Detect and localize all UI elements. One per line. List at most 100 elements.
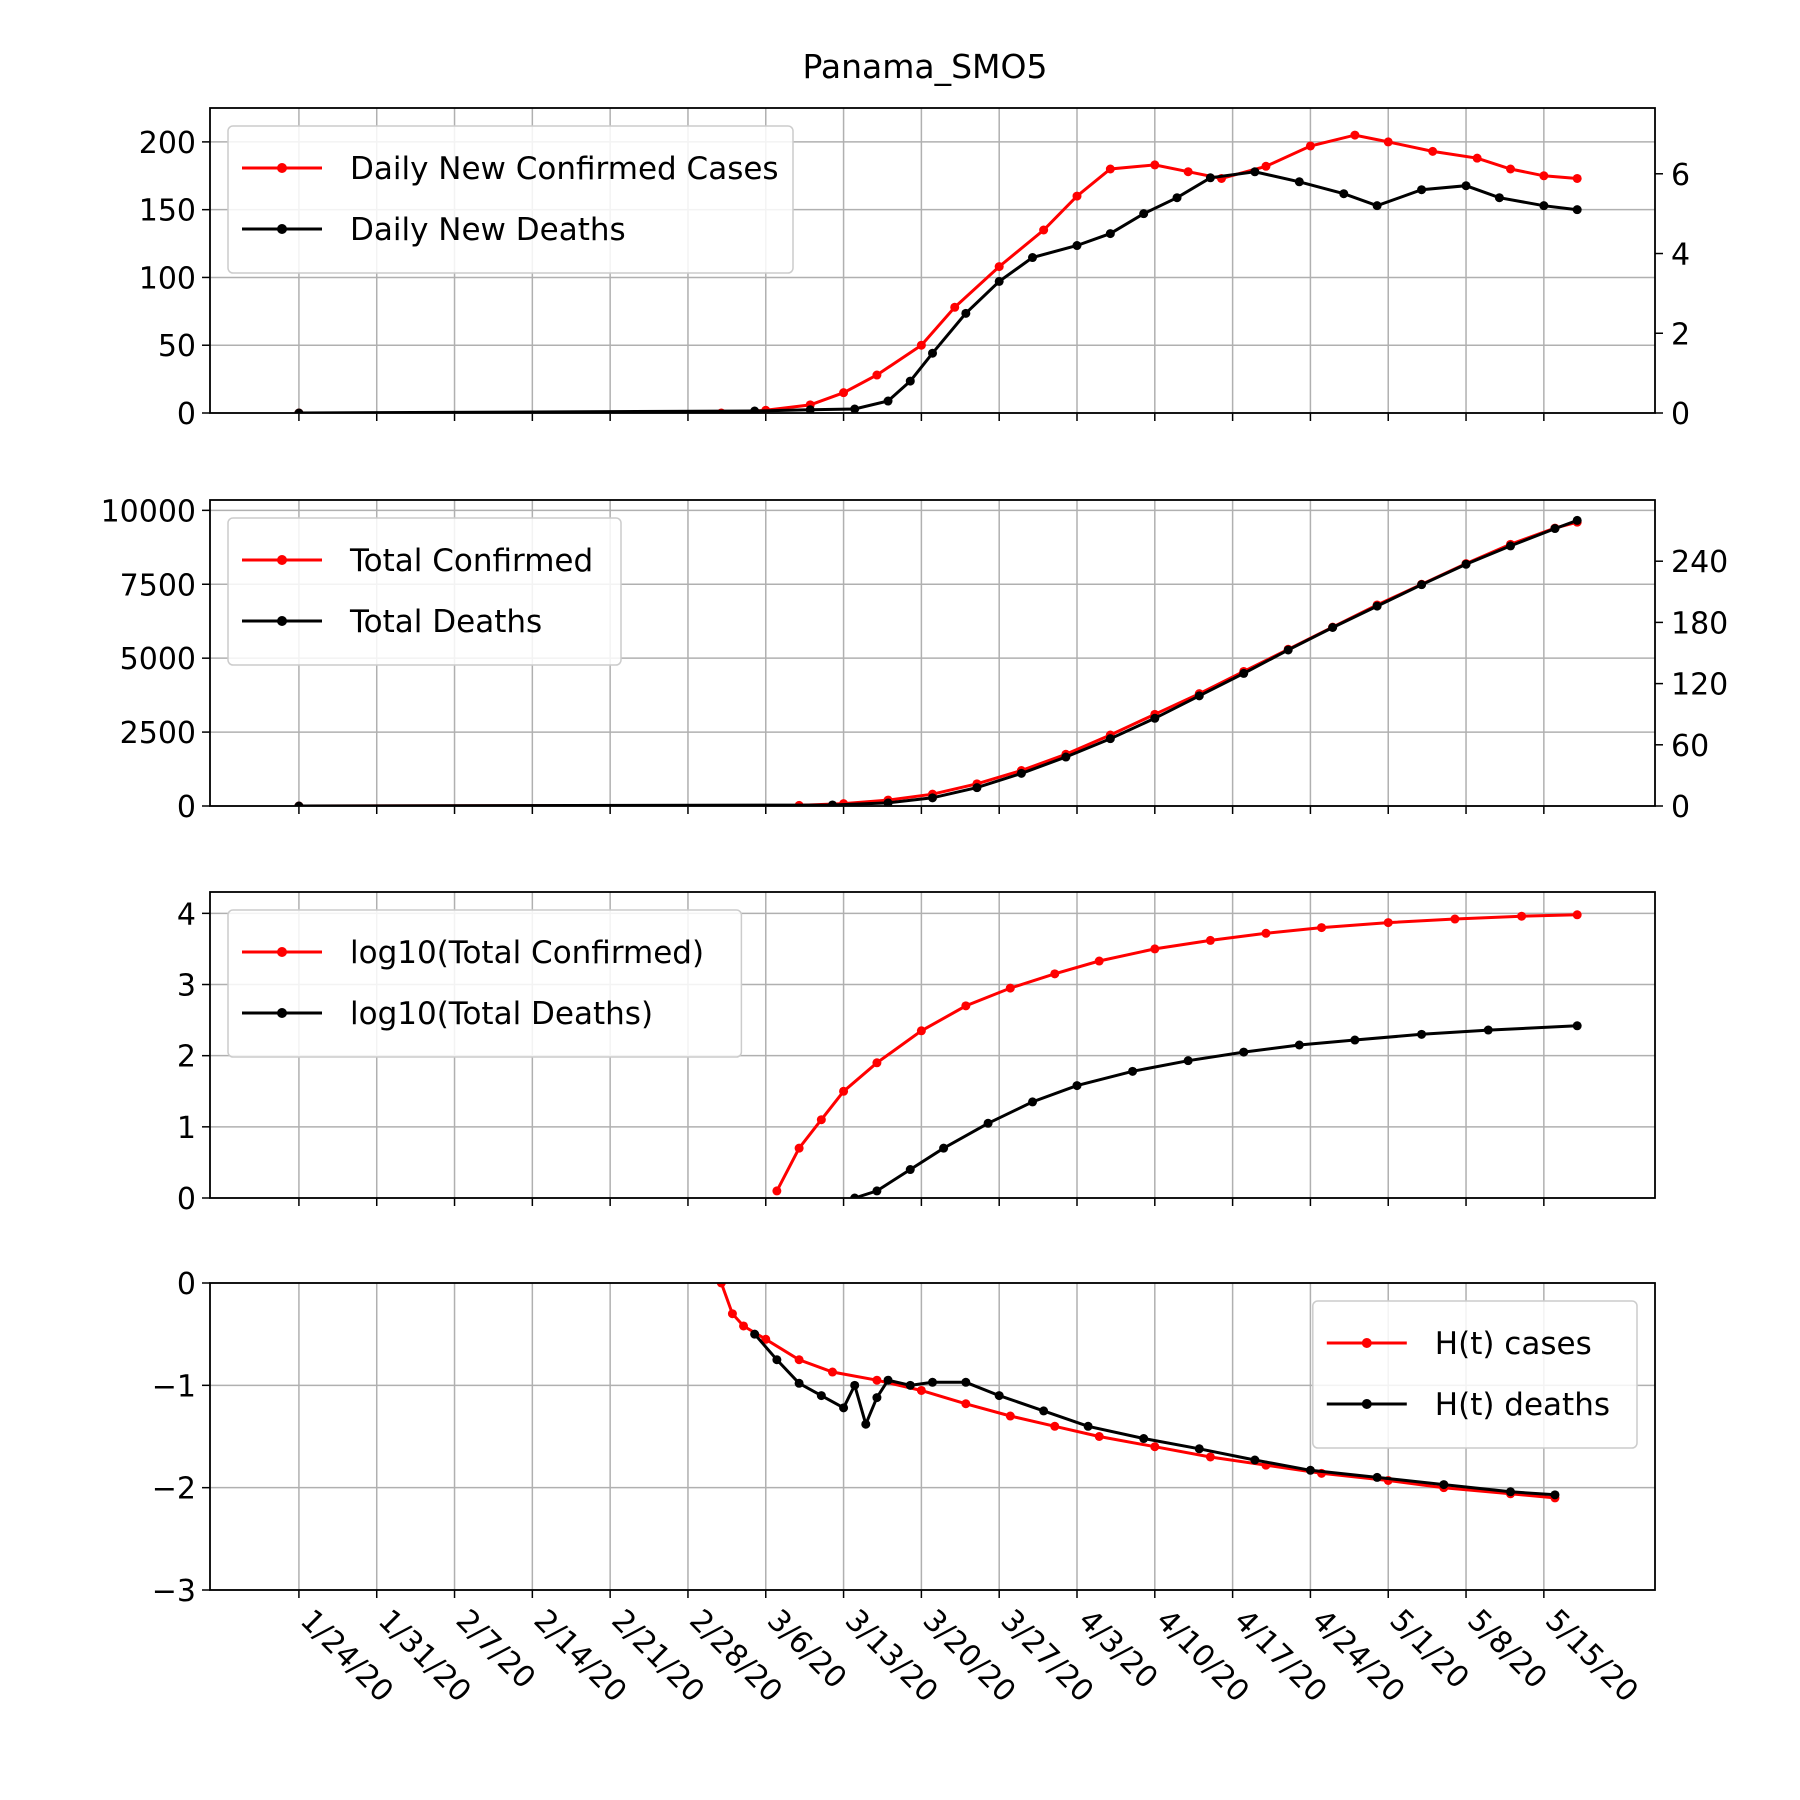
data-point	[916, 1026, 926, 1036]
data-point	[961, 1399, 971, 1409]
data-point	[1072, 191, 1082, 201]
y2-tick-label: 0	[1671, 790, 1690, 825]
data-point	[994, 1391, 1004, 1401]
series-group	[772, 910, 1582, 1198]
legend-box	[1312, 1300, 1638, 1449]
data-point	[883, 1375, 893, 1385]
data-point	[1550, 1490, 1560, 1500]
data-point	[716, 1283, 726, 1288]
y-tick-label: 200	[139, 126, 196, 161]
data-point	[1417, 185, 1427, 195]
y-tick-label: −1	[152, 1369, 196, 1404]
data-point	[939, 1143, 949, 1153]
data-point	[1150, 944, 1160, 954]
series-line	[775, 913, 1578, 1192]
x-tick-labels: 1/24/201/31/202/7/202/14/202/21/202/28/2…	[293, 1603, 1644, 1710]
data-point	[1105, 229, 1115, 239]
data-point	[1205, 1452, 1215, 1462]
data-point	[294, 801, 304, 806]
chart-title: Panama_SMO5	[802, 47, 1047, 86]
data-point	[872, 1186, 882, 1196]
y2-tick-label: 6	[1671, 158, 1690, 193]
legend-box	[227, 125, 794, 274]
legend-marker	[277, 555, 287, 565]
data-point	[1450, 914, 1460, 924]
data-point	[1483, 1025, 1493, 1035]
legend-label: H(t) cases	[1435, 1326, 1592, 1362]
legend-label: Total Confirmed	[349, 543, 593, 579]
y-tick-label: 5000	[120, 642, 196, 677]
data-point	[1250, 1455, 1260, 1465]
legend: H(t) cases H(t) deaths	[1312, 1300, 1638, 1449]
data-point	[1417, 1029, 1427, 1039]
legend-box	[227, 909, 743, 1058]
legend-marker	[277, 224, 287, 234]
data-point	[1094, 1432, 1104, 1441]
legend-marker	[277, 1008, 287, 1018]
data-point	[1039, 1406, 1049, 1416]
data-point	[750, 406, 760, 413]
data-point	[1383, 137, 1393, 147]
data-point	[1539, 171, 1549, 181]
data-point	[1061, 752, 1071, 762]
y2-tick-label: 120	[1671, 668, 1728, 703]
data-point	[950, 302, 960, 312]
data-point	[872, 1058, 882, 1068]
data-point	[1194, 1444, 1204, 1454]
data-point	[1172, 193, 1182, 203]
y-tick-label: 0	[177, 1267, 196, 1302]
data-point	[1016, 768, 1026, 778]
y-tick-label: 0	[177, 397, 196, 432]
y2-tick-label: 60	[1671, 729, 1709, 764]
data-point	[1350, 130, 1360, 140]
panel-1: 0 50 100 150 200 0 2 4 6 Daily New Confirmed Case…	[139, 107, 1690, 432]
data-point	[928, 1377, 937, 1387]
data-point	[928, 348, 937, 358]
data-point	[1005, 983, 1015, 993]
data-point	[972, 783, 982, 793]
data-point	[1572, 1021, 1582, 1031]
y-tick-label: 0	[177, 1182, 196, 1217]
data-point	[1372, 1472, 1382, 1482]
legend-label: log10(Total Deaths)	[350, 996, 653, 1032]
y2-tick-label: 180	[1671, 606, 1728, 641]
axes-frame	[209, 107, 1656, 414]
data-point	[905, 1165, 915, 1175]
data-point	[772, 1186, 782, 1196]
data-point	[1194, 691, 1204, 701]
legend-marker	[1361, 1399, 1372, 1409]
data-point	[1461, 181, 1471, 191]
data-point	[1083, 1421, 1093, 1431]
data-point	[1028, 1097, 1038, 1107]
data-point	[839, 388, 849, 398]
series-group	[294, 515, 1582, 806]
data-point	[961, 1001, 971, 1011]
data-point	[961, 1377, 971, 1387]
data-point	[816, 1115, 826, 1125]
x-tick-label: 5/15/20	[1538, 1603, 1645, 1710]
data-point	[1572, 205, 1582, 215]
y2-tick-label: 240	[1671, 545, 1728, 580]
y-tick-label: 0	[177, 790, 196, 825]
series-group	[294, 130, 1582, 413]
data-point	[1050, 969, 1060, 979]
data-point	[1417, 580, 1427, 590]
x-tick-label: 5/8/20	[1460, 1603, 1553, 1696]
data-point	[994, 276, 1004, 286]
legend-label: Total Deaths	[349, 604, 542, 640]
y-tick-label: 10000	[101, 494, 196, 529]
data-point	[839, 1403, 849, 1413]
data-point	[1472, 153, 1482, 163]
data-point	[1005, 1411, 1015, 1421]
panel-3: 0 1 2 3 4 log10(Total Confirmed) log10(Total D…	[177, 891, 1656, 1217]
data-point	[1305, 141, 1315, 151]
y-tick-label: 7500	[120, 568, 196, 603]
legend-label: Daily New Deaths	[350, 212, 626, 248]
legend-label: H(t) deaths	[1435, 1387, 1610, 1423]
data-point	[1183, 1056, 1193, 1066]
axes-frame	[209, 1282, 1656, 1591]
data-point	[1150, 713, 1160, 723]
series-group	[716, 1283, 1560, 1503]
data-point	[1294, 177, 1304, 187]
